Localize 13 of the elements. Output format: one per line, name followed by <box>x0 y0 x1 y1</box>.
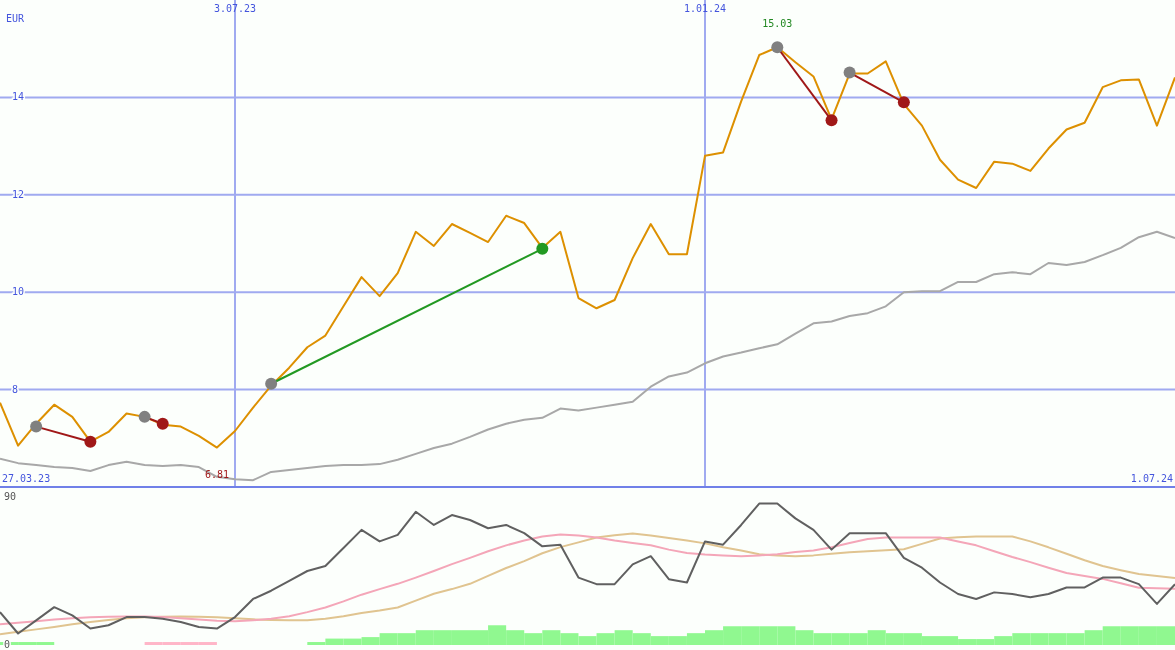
x-tick-label: 3.07.23 <box>213 3 257 14</box>
y-axis-title: EUR <box>6 13 26 24</box>
y-tick-label: 10 <box>12 286 25 298</box>
y-tick-label: 0 <box>4 639 11 650</box>
y-tick-label: 12 <box>12 188 25 200</box>
y-tick-label: 14 <box>12 91 25 103</box>
x-tick-label: 1.01.24 <box>683 3 727 14</box>
annotation: 1.07.24 <box>1130 473 1173 484</box>
annotation: 15.03 <box>762 18 793 30</box>
y-tick-label: 90 <box>4 491 17 502</box>
y-tick-label: 8 <box>12 383 19 395</box>
annotation: 27.03.23 <box>2 473 51 484</box>
annotation: 6.81 <box>204 468 229 480</box>
